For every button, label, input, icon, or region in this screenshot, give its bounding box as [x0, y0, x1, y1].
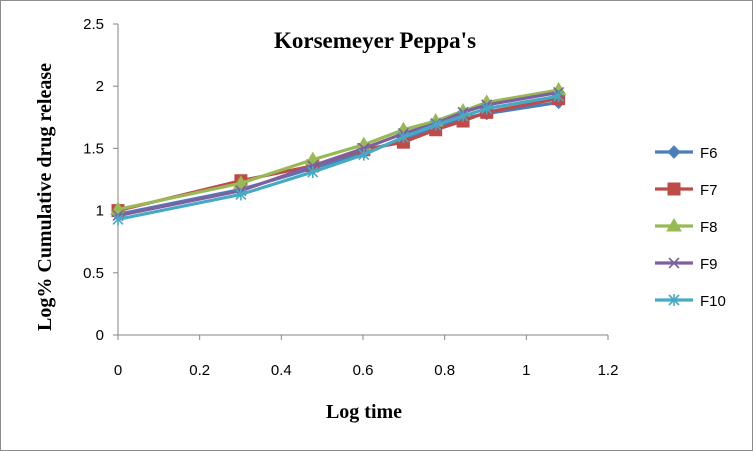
data-point-f10 — [457, 110, 469, 123]
data-point-f10 — [481, 102, 493, 115]
data-point-f10 — [235, 188, 247, 201]
data-point-f10 — [430, 118, 442, 131]
x-tick-label: 1.2 — [598, 362, 619, 379]
y-tick-label: 0.5 — [83, 265, 104, 282]
legend-label-f8: F8 — [700, 219, 718, 236]
legend-label-f6: F6 — [700, 145, 718, 162]
y-tick-label: 1.5 — [83, 140, 104, 157]
x-tick-label: 0 — [114, 362, 122, 379]
y-axis-title: Log% Cumulative drug release — [34, 63, 56, 331]
legend-marker-f10 — [668, 294, 680, 306]
x-tick-label: 0.8 — [434, 362, 455, 379]
data-point-f10 — [397, 131, 409, 144]
x-tick-label: 0.4 — [271, 362, 292, 379]
legend-label-f7: F7 — [700, 182, 718, 199]
axes: 0 0.5 1 1.5 2 2.5 0 0.2 0.4 0.6 0.8 1 1.2 — [83, 16, 618, 379]
x-tick-label: 1 — [522, 362, 530, 379]
data-point-f10 — [358, 148, 370, 161]
x-axis-title: Log time — [326, 401, 402, 423]
legend-marker-f8 — [666, 218, 682, 232]
legend-marker-f7 — [667, 182, 681, 196]
x-tick-label: 0.6 — [353, 362, 374, 379]
data-point-f8 — [233, 175, 249, 189]
y-tick-label: 0 — [96, 327, 104, 344]
chart-title: Korsemeyer Peppa's — [274, 28, 476, 53]
legend-label-f10: F10 — [700, 293, 726, 310]
legend-marker-f6 — [667, 145, 681, 159]
x-tick-label: 0.2 — [189, 362, 210, 379]
y-tick-label: 2 — [96, 78, 104, 95]
legend: F6 F7 F8 F9 F10 — [655, 145, 726, 310]
legend-label-f9: F9 — [700, 256, 718, 273]
legend-marker-f9 — [668, 257, 680, 269]
y-tick-label: 2.5 — [83, 16, 104, 33]
plot-area — [110, 81, 567, 226]
y-tick-label: 1 — [96, 203, 104, 220]
data-point-f10 — [553, 90, 565, 103]
data-point-f10 — [307, 166, 319, 179]
data-point-f10 — [112, 213, 124, 226]
